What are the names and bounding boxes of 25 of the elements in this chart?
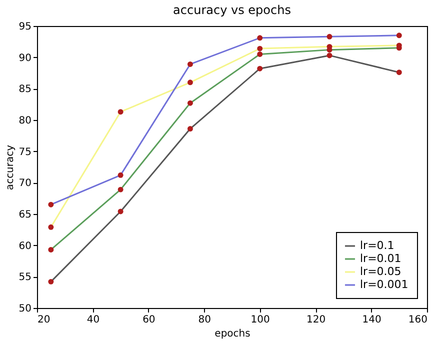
y-axis-title: accuracy: [4, 144, 16, 190]
y-tick-label: 65: [18, 210, 32, 220]
x-tick-label: 160: [408, 314, 428, 326]
y-tick-label: 50: [18, 304, 32, 314]
y-tick-label: 70: [18, 178, 32, 190]
chart-title: accuracy vs epochs: [173, 3, 291, 17]
legend-label: lr=0.01: [360, 252, 402, 265]
x-tick-label: 80: [198, 314, 212, 326]
y-tick-label: 80: [18, 116, 32, 126]
legend-label: lr=0.1: [360, 239, 394, 252]
y-tick-label: 60: [18, 240, 32, 252]
y-tick-label: 75: [18, 146, 32, 158]
legend-label: lr=0.001: [360, 278, 408, 291]
x-tick-label: 40: [86, 314, 100, 326]
x-tick-label: 20: [38, 314, 50, 326]
y-tick-label: 90: [18, 52, 32, 64]
x-axis-title: epochs: [214, 328, 250, 340]
y-tick-label: 95: [18, 22, 32, 32]
x-tick-label: 60: [142, 314, 156, 326]
x-tick-label: 100: [250, 314, 270, 326]
x-tick-label: 140: [362, 314, 382, 326]
x-tick-label: 120: [306, 314, 326, 326]
y-tick-label: 85: [18, 84, 32, 96]
legend-label: lr=0.05: [360, 265, 402, 278]
y-tick-label: 55: [18, 272, 32, 284]
